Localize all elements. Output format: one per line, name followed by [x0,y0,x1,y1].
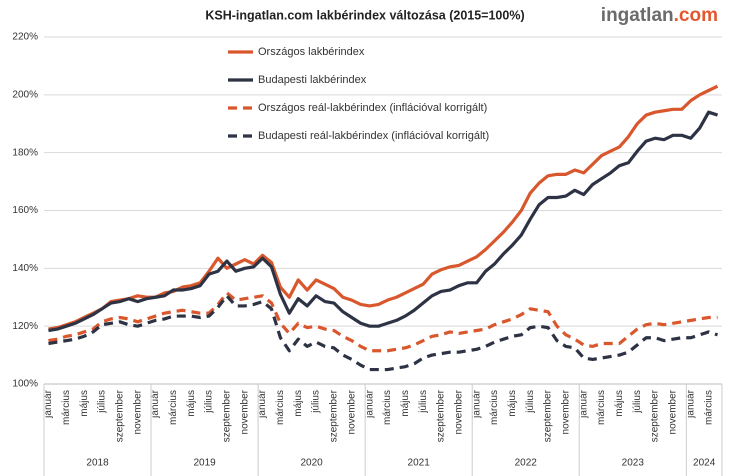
x-tick-label: július [525,390,536,414]
x-tick-label: november [453,389,464,434]
x-tick-label: május [79,390,90,417]
x-tick-label: május [400,390,411,417]
x-tick-label: július [311,390,322,414]
year-label: 2018 [86,458,109,469]
y-tick-label: 120% [12,321,38,332]
year-label: 2019 [193,458,216,469]
x-tick-label: március [703,390,714,425]
y-tick-label: 140% [12,263,38,274]
series-line [48,291,718,353]
year-label: 2021 [408,458,431,469]
x-tick-label: május [186,390,197,417]
x-tick-label: január [257,389,268,418]
y-tick-label: 100% [12,379,38,390]
x-tick-label: szeptember [114,389,125,442]
x-tick-label: január [150,389,161,418]
x-tick-label: március [61,390,72,425]
x-tick-label: szeptember [329,389,340,442]
x-tick-label: november [239,389,250,434]
x-tick-label: március [382,390,393,425]
x-tick-label: november [346,389,357,434]
series-line [48,84,719,331]
x-tick-label: szeptember [222,389,233,442]
x-tick-label: július [204,390,215,414]
x-tick-label: szeptember [436,389,447,442]
y-tick-label: 220% [12,32,38,43]
x-tick-label: november [132,389,143,434]
x-tick-label: március [596,390,607,425]
x-tick-label: november [561,389,572,434]
x-tick-label: május [293,390,304,417]
x-tick-label: március [168,390,179,425]
x-tick-label: január [578,389,589,418]
x-tick-label: november [668,389,679,434]
legend-label: Budapesti lakbérindex [258,74,367,86]
chart-title: KSH-ingatlan.com lakbérindex változása (… [205,8,524,22]
x-tick-label: január [685,389,696,418]
logo: ingatlan.com [601,5,718,26]
y-tick-label: 160% [12,205,38,216]
x-tick-label: március [489,390,500,425]
x-tick-label: január [471,389,482,418]
x-tick-label: május [507,390,518,417]
x-tick-label: szeptember [650,389,661,442]
x-tick-label: július [418,390,429,414]
x-tick-label: július [97,390,108,414]
x-tick-label: január [43,389,54,418]
legend-label: Budapesti reál-lakbérindex (inflációval … [258,130,489,142]
year-label: 2022 [515,458,538,469]
series-line [48,294,719,372]
x-tick-label: május [614,390,625,417]
legend-label: Országos lakbérindex [258,46,365,58]
series-line [48,110,719,333]
legend-label: Országos reál-lakbérindex (inflációval k… [258,102,487,114]
x-tick-label: március [275,390,286,425]
logo-main: ingatlan [601,5,674,26]
year-label: 2023 [622,458,645,469]
y-tick-label: 180% [12,147,38,158]
year-label: 2024 [693,458,716,469]
y-tick-label: 200% [12,89,38,100]
x-tick-label: január [364,389,375,418]
year-label: 2020 [301,458,324,469]
x-tick-label: szeptember [543,389,554,442]
logo-accent: .com [674,5,718,26]
x-tick-label: július [632,390,643,414]
